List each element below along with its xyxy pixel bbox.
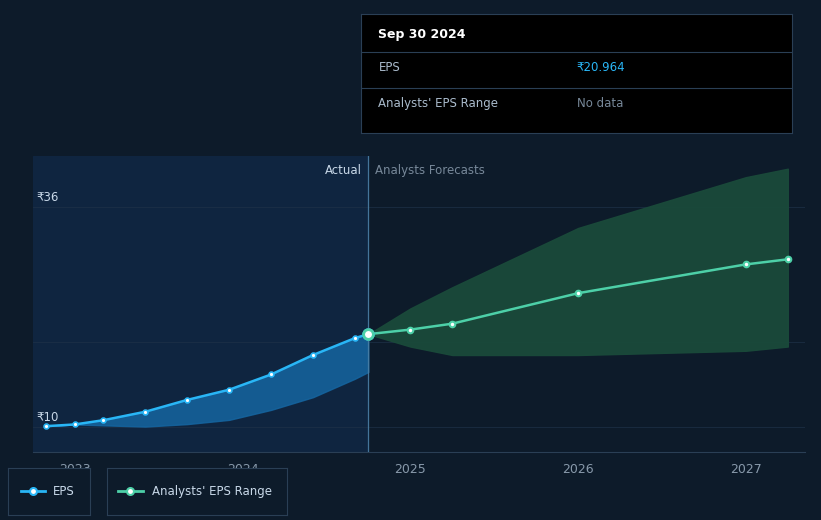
Text: ₹10: ₹10 xyxy=(36,411,58,424)
Text: ₹36: ₹36 xyxy=(36,191,58,204)
Text: ₹20.964: ₹20.964 xyxy=(577,61,626,74)
Text: EPS: EPS xyxy=(378,61,400,74)
Bar xyxy=(33,156,369,452)
Text: Actual: Actual xyxy=(324,164,362,177)
Text: Sep 30 2024: Sep 30 2024 xyxy=(378,28,466,41)
Text: Analysts' EPS Range: Analysts' EPS Range xyxy=(378,97,498,110)
Text: EPS: EPS xyxy=(53,485,75,498)
Text: No data: No data xyxy=(577,97,623,110)
Text: Analysts Forecasts: Analysts Forecasts xyxy=(375,164,485,177)
Text: Analysts' EPS Range: Analysts' EPS Range xyxy=(152,485,272,498)
